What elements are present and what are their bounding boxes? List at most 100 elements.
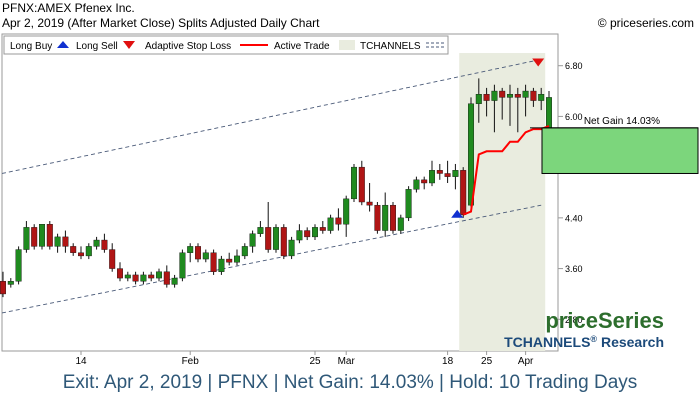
candle-body: [194, 246, 201, 260]
candle-body: [273, 227, 280, 250]
candle-body: [70, 246, 77, 253]
y-tick-label: 2.80: [565, 315, 583, 325]
y-tick-label: 4.40: [565, 213, 583, 223]
candle-body: [522, 90, 529, 98]
candle-body: [475, 94, 482, 104]
candle-body: [335, 217, 342, 225]
x-tick-label: Apr: [518, 356, 534, 367]
brand-name: priceSeries: [545, 308, 664, 333]
candle-body: [54, 236, 61, 247]
candle-body: [0, 281, 6, 295]
candle-body: [155, 271, 162, 279]
legend-active-trade-swatch: [339, 40, 355, 50]
candle-body: [210, 252, 217, 272]
trade-summary-footer: Exit: Apr 2, 2019 | PFNX | Net Gain: 14.…: [62, 372, 638, 393]
candle-body: [7, 281, 14, 285]
legend-frame: [3, 35, 449, 55]
candle-body: [257, 227, 264, 234]
x-tick-label: Mar: [338, 356, 356, 367]
candle-body: [39, 223, 46, 247]
candle-body: [546, 97, 553, 130]
candle-body: [226, 258, 233, 263]
candle-body: [241, 246, 248, 257]
channel-upper-line: [1, 58, 542, 174]
candle-body: [483, 94, 490, 101]
legend-active-trade-label: Active Trade: [274, 41, 330, 52]
candle-body: [187, 246, 194, 253]
y-tick-label: 6.00: [565, 112, 583, 122]
chart-subtitle: Apr 2, 2019 (After Market Close) Splits …: [2, 16, 320, 30]
candle-body: [171, 277, 178, 285]
candle-body: [444, 173, 451, 177]
y-tick-label: 6.80: [565, 61, 583, 71]
x-tick-label: 25: [309, 356, 321, 367]
candle-body: [374, 204, 381, 231]
candle-body: [343, 198, 350, 225]
candle-body: [265, 227, 272, 250]
x-tick-label: 18: [442, 356, 454, 367]
candle-body: [421, 179, 428, 184]
x-tick-label: Feb: [182, 356, 200, 367]
candle-body: [507, 94, 514, 98]
candle-body: [296, 230, 303, 241]
candle-body: [116, 268, 123, 279]
candle-body: [148, 274, 155, 279]
legend-long-sell-icon: [123, 41, 135, 49]
candle-body: [15, 249, 22, 282]
price-chart: 2.803.604.405.206.006.8014Feb25Mar1825Ap…: [0, 33, 699, 367]
candle-body: [288, 239, 295, 257]
net-gain-box: [541, 127, 699, 174]
candle-body: [390, 204, 397, 231]
copyright-label: © priceseries.com: [597, 16, 694, 30]
y-tick-label: 3.60: [565, 264, 583, 274]
legend-tchannels-label: TCHANNELS: [360, 41, 421, 52]
candle-body: [85, 246, 92, 257]
candle-body: [101, 239, 108, 250]
brand-tag-reg: ®: [590, 334, 597, 344]
candle-body: [249, 233, 256, 247]
candle-body: [77, 252, 84, 257]
candle-body: [358, 166, 365, 203]
candle-body: [319, 227, 326, 231]
candle-body: [538, 94, 545, 101]
candle-body: [140, 274, 147, 282]
candle-body: [514, 94, 521, 98]
candle-body: [280, 227, 287, 257]
adaptive-stop-loss-line: [462, 125, 550, 216]
candle-body: [312, 227, 319, 238]
x-tick-label: 25: [481, 356, 493, 367]
candle-body: [31, 227, 38, 247]
candle-body: [413, 179, 420, 190]
chart-legend: Long Buy Long Sell Adaptive Stop Loss Activ…: [3, 35, 449, 55]
candle-body: [460, 170, 467, 215]
legend-long-sell-label: Long Sell: [76, 41, 118, 52]
candle-body: [436, 170, 443, 174]
candle-body: [46, 223, 53, 247]
candle-body: [233, 255, 240, 263]
legend-adaptive-stop-label: Adaptive Stop Loss: [145, 41, 231, 52]
candle-body: [23, 227, 30, 250]
candle-body: [218, 258, 225, 272]
legend-long-buy-label: Long Buy: [10, 41, 52, 52]
candle-body: [109, 249, 116, 269]
candle-body: [304, 230, 311, 238]
candle-body: [163, 271, 170, 285]
legend-long-buy-icon: [57, 41, 69, 48]
brand-tag-sub: Research: [597, 334, 664, 350]
brand-tag-main: TCHANNELS: [504, 334, 590, 350]
long-sell-arrow: [532, 58, 545, 67]
chart-symbol: PFNX:AMEX Pfenex Inc.: [2, 1, 135, 15]
candle-body: [397, 217, 404, 231]
candle-body: [530, 90, 537, 101]
candle-body: [351, 166, 358, 200]
candle-body: [327, 217, 334, 231]
candle-body: [429, 170, 436, 184]
brand-tagline: TCHANNELS® Research: [504, 334, 664, 350]
channel-lower-line: [1, 204, 542, 314]
x-tick-label: 14: [75, 356, 87, 367]
candle-body: [499, 90, 506, 98]
candle-body: [93, 239, 100, 247]
candle-body: [202, 252, 209, 260]
candle-body: [405, 189, 412, 219]
candle-body: [491, 90, 498, 101]
